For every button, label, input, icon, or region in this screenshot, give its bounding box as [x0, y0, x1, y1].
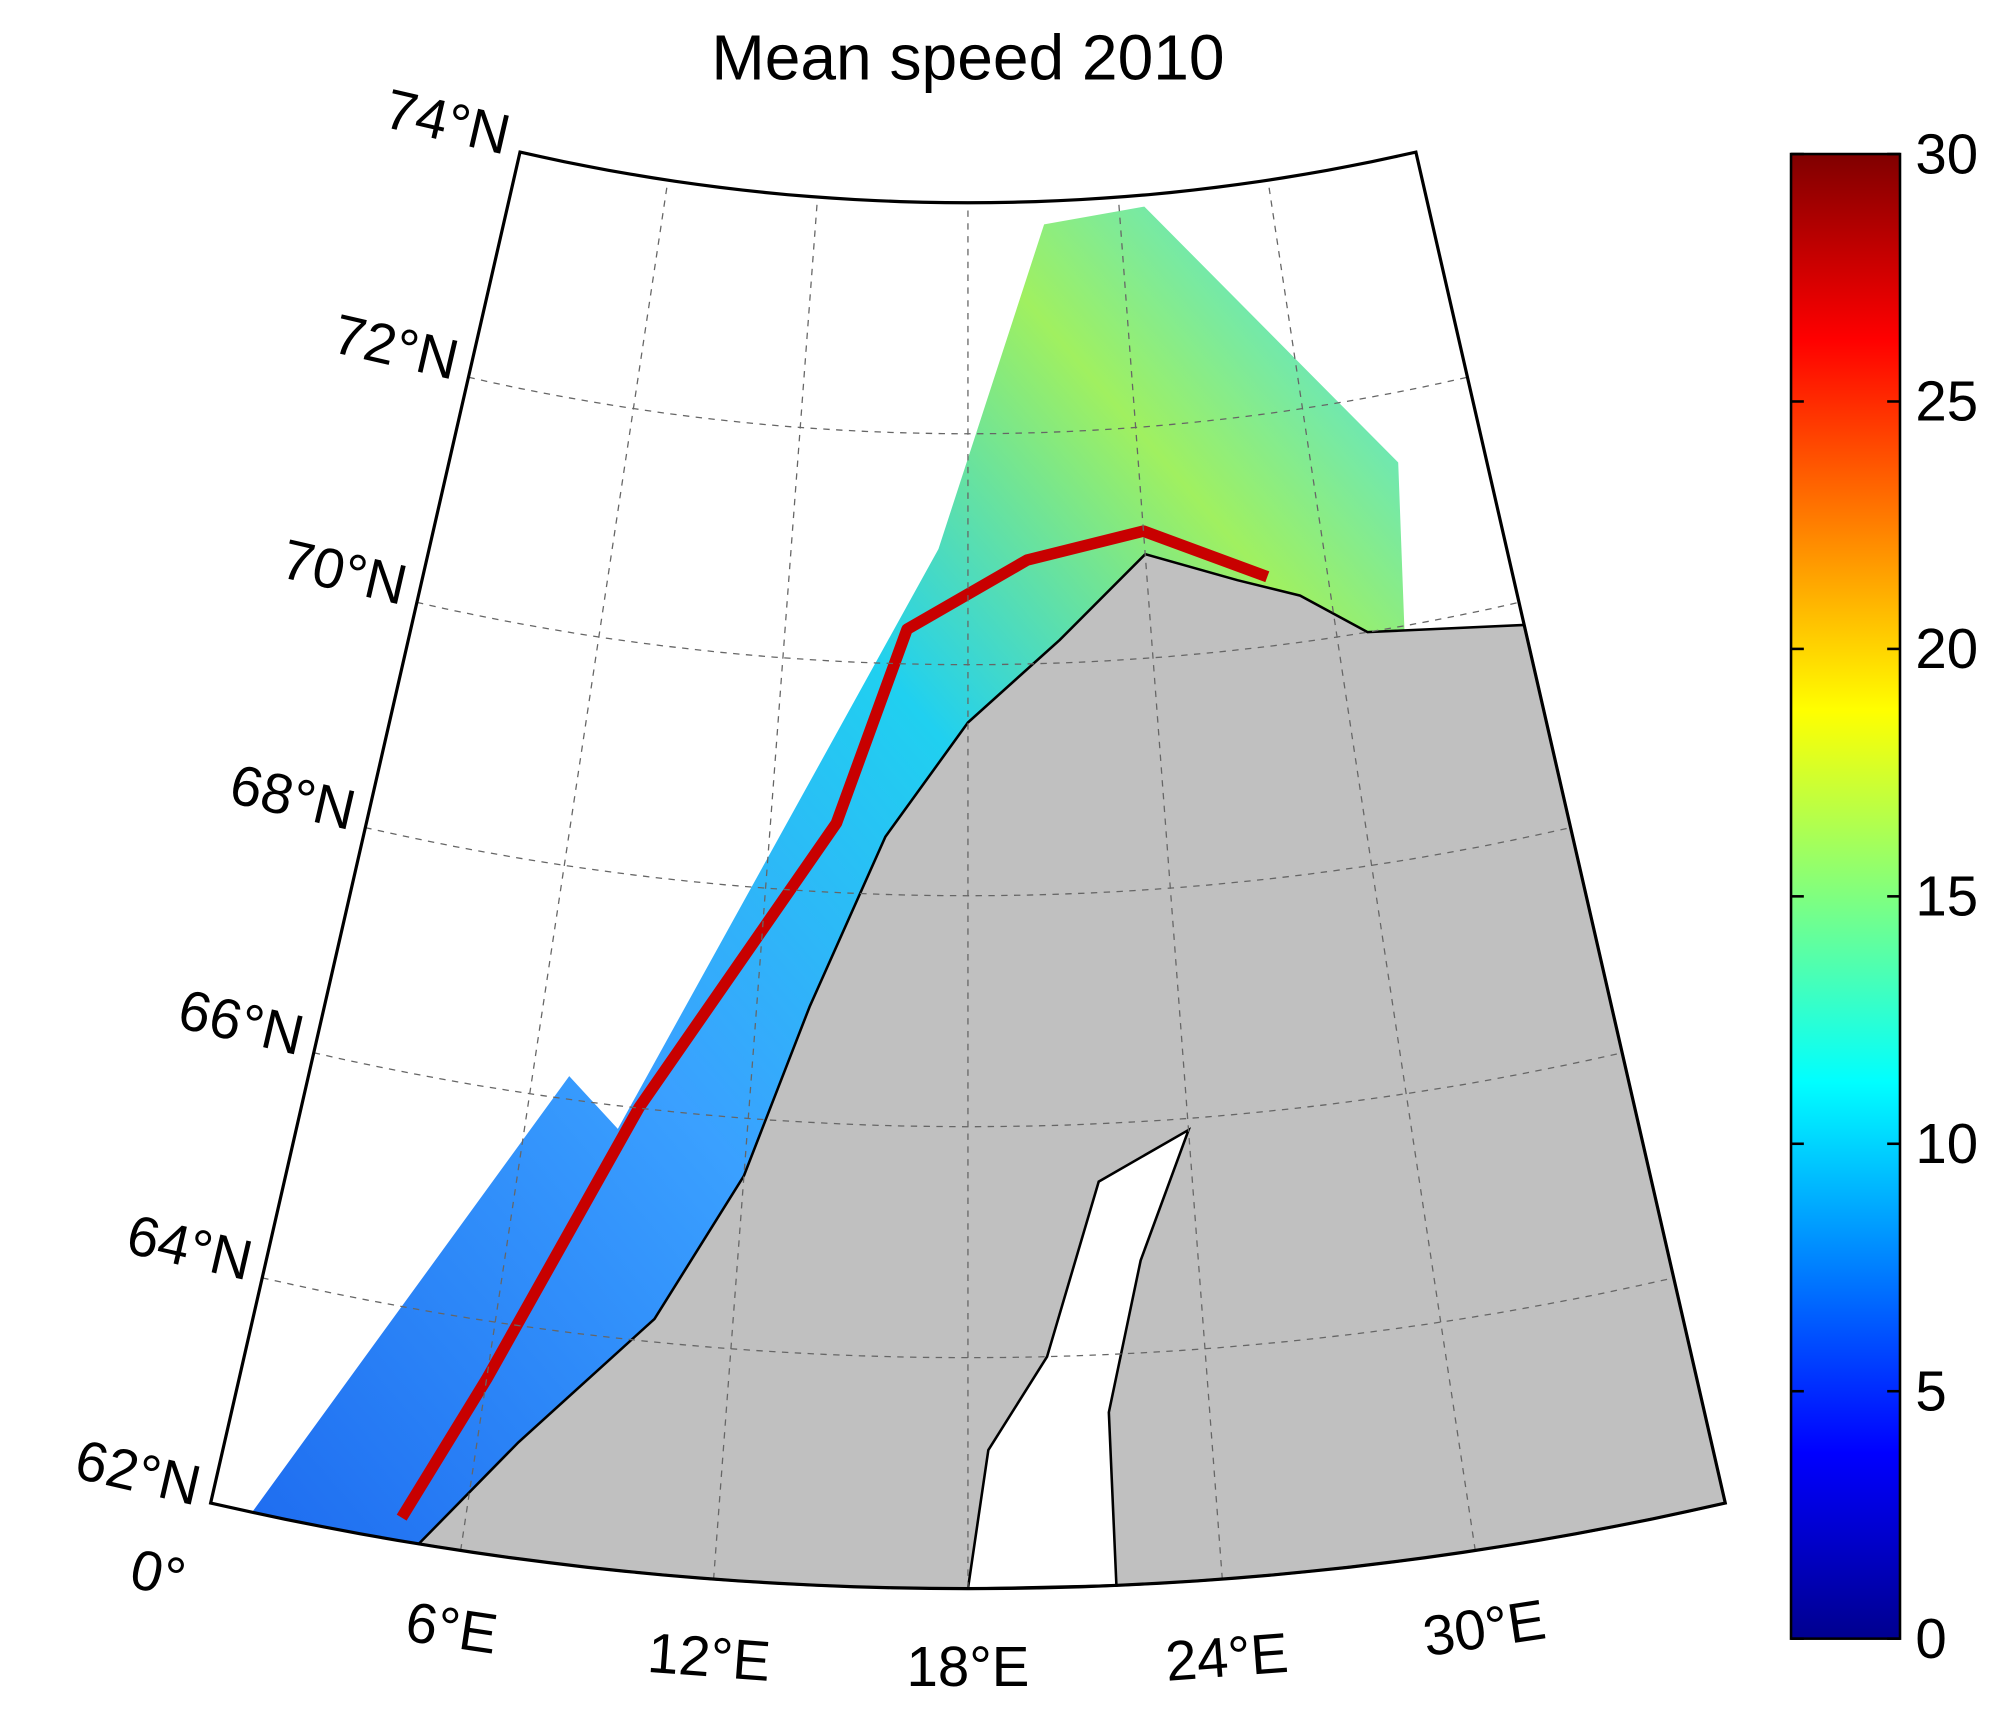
colorbar-tick-label: 10 [1915, 1112, 1978, 1175]
meridian-line [460, 180, 669, 1551]
lat-label: 62°N [70, 1428, 207, 1518]
colorbar-tick-label: 5 [1915, 1359, 1946, 1422]
meridian-line [1267, 180, 1476, 1551]
colorbar [1789, 152, 1902, 1640]
colorbar-tick-label: 25 [1915, 370, 1978, 433]
lat-label: 74°N [379, 77, 516, 167]
lat-label: 64°N [121, 1202, 258, 1292]
lon-label: 6°E [402, 1590, 502, 1666]
lon-label: 18°E [906, 1635, 1029, 1698]
map-title: Mean speed 2010 [711, 22, 1224, 94]
colorbar-tick-label: 30 [1915, 122, 1978, 185]
colorbar-axis: 0 5 10 15 20 25 30 [1791, 122, 1978, 1670]
lat-label: 70°N [276, 527, 413, 617]
colorbar-tick-label: 20 [1915, 617, 1978, 680]
meridian-line [712, 197, 819, 1580]
lat-label: 66°N [173, 977, 310, 1067]
lon-label: 24°E [1163, 1621, 1290, 1693]
lat-label: 72°N [328, 302, 465, 392]
lon-label: 30°E [1419, 1587, 1550, 1668]
colorbar-tick-label: 0 [1915, 1607, 1946, 1670]
shelf-edge [396, 525, 1270, 1521]
colorbar-tick-label: 15 [1915, 865, 1978, 928]
lon-label: 12°E [645, 1621, 772, 1693]
lat-label: 68°N [224, 752, 361, 842]
map-frame [208, 150, 1728, 1591]
map: 62°N 64°N 66°N 68°N 70°N 72°N 74°N 0° 6°E 12°E 18°… [70, 77, 1728, 1698]
lon-label: 0° [125, 1537, 192, 1610]
meridian-line [1117, 197, 1223, 1580]
